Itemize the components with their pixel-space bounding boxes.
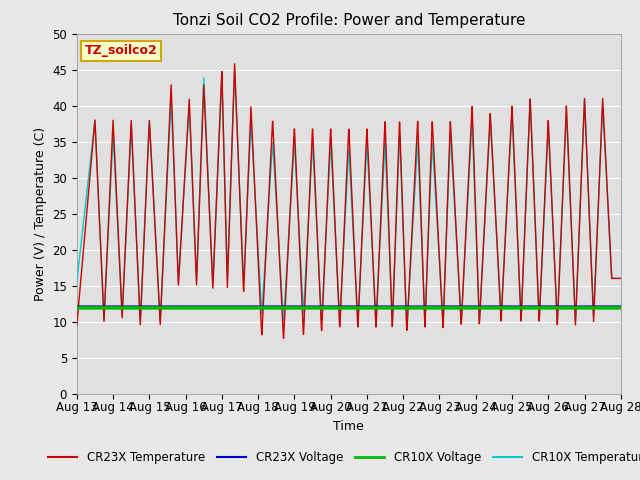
Y-axis label: Power (V) / Temperature (C): Power (V) / Temperature (C) [34, 127, 47, 300]
Legend: CR23X Temperature, CR23X Voltage, CR10X Voltage, CR10X Temperature: CR23X Temperature, CR23X Voltage, CR10X … [43, 446, 640, 469]
X-axis label: Time: Time [333, 420, 364, 433]
Title: Tonzi Soil CO2 Profile: Power and Temperature: Tonzi Soil CO2 Profile: Power and Temper… [173, 13, 525, 28]
Text: TZ_soilco2: TZ_soilco2 [85, 44, 157, 58]
